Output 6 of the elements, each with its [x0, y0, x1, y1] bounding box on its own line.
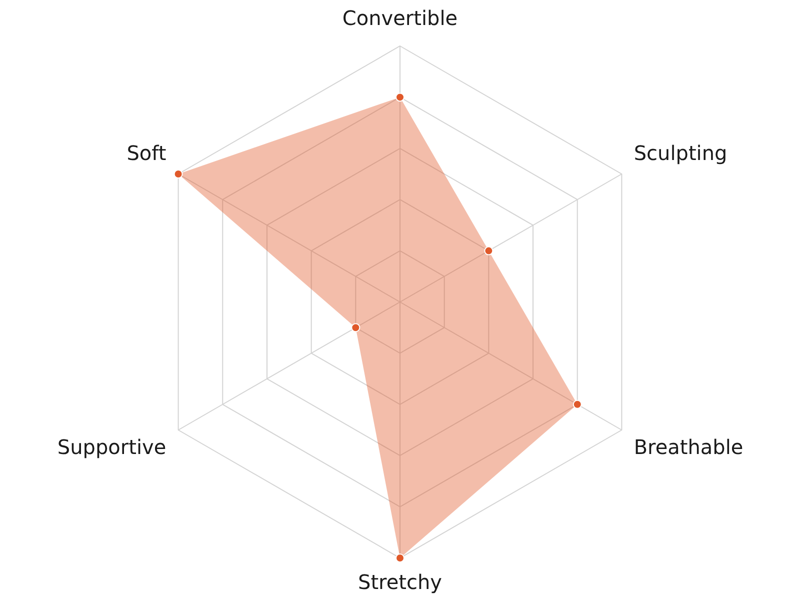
spoke-label: Stretchy	[358, 570, 442, 594]
spoke-label: Convertible	[342, 6, 458, 30]
spoke-label: Soft	[126, 141, 166, 166]
spoke-label: Sculpting	[634, 141, 728, 166]
spoke-label: Supportive	[57, 435, 166, 460]
spoke-label: Breathable	[634, 435, 744, 460]
